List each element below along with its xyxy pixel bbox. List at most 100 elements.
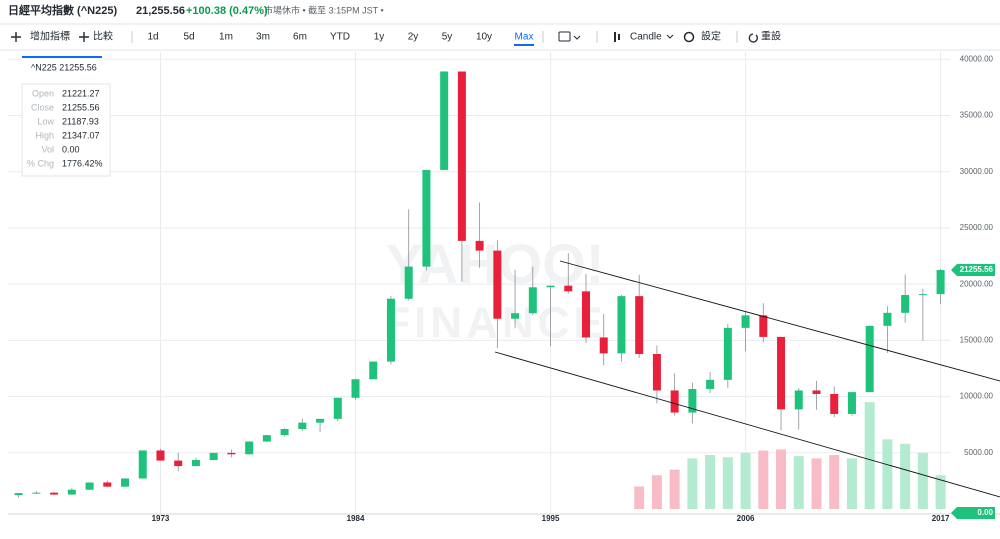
volume-bar (687, 458, 698, 509)
volume-bar (793, 456, 804, 509)
candle-body (918, 294, 927, 296)
market-status: 市場休市 • 截至 3:15PM JST • (264, 4, 384, 15)
compare-button[interactable]: 比較 (93, 30, 113, 43)
candle-body (617, 296, 626, 354)
candle-body (582, 291, 591, 338)
range-button[interactable]: 1y (374, 32, 385, 43)
candle-body (440, 71, 449, 170)
tooltip-label: Low (37, 116, 54, 126)
candle-body (723, 327, 732, 380)
volume-bar (829, 455, 840, 509)
candle-body (103, 482, 112, 487)
range-button[interactable]: 6m (293, 32, 307, 43)
range-button[interactable]: 1m (219, 32, 233, 43)
range-button[interactable]: YTD (330, 32, 350, 43)
price-badge-label: 21255.56 (960, 265, 994, 274)
candle-body (847, 392, 856, 414)
chevron (573, 35, 581, 40)
candle-body (936, 270, 945, 295)
range-button[interactable]: 5y (442, 32, 453, 43)
volume-bar (935, 475, 946, 509)
plus-icon (79, 32, 89, 42)
trend-line (494, 351, 1000, 498)
candle-body (245, 441, 254, 455)
quote-title: 日經平均指數 (^N225) (8, 3, 117, 17)
y-tick-label: 10000.00 (960, 392, 994, 401)
candle-icon (614, 32, 620, 42)
candle-body (280, 428, 289, 436)
candle-body (138, 450, 147, 479)
y-tick-label: 35000.00 (960, 111, 994, 120)
range-button[interactable]: 2y (408, 32, 419, 43)
x-tick-label: 1973 (152, 514, 170, 523)
candle-body (227, 452, 236, 455)
candle-body (741, 315, 750, 328)
calendar-icon[interactable] (558, 31, 571, 42)
volume-bar (846, 458, 857, 509)
candle-body (457, 71, 466, 241)
volume-bar (882, 439, 893, 509)
plot: 5000.00 10000.00 15000.00 20000.00 25000.00 3… (8, 52, 1000, 523)
tooltip-value: 21347.07 (62, 130, 100, 140)
candle-body (404, 266, 413, 299)
candle-body (316, 418, 325, 423)
candle-body (351, 379, 360, 398)
candle-body (528, 287, 537, 314)
x-tick-label: 1984 (347, 514, 365, 523)
reset-button[interactable]: 重設 (761, 30, 781, 43)
settings-button[interactable]: 設定 (701, 30, 721, 43)
chart-type-button[interactable]: Candle (630, 32, 662, 43)
volume-bar (740, 452, 751, 509)
candle-body (670, 390, 679, 413)
candle-body (777, 336, 786, 410)
candle-body (85, 482, 94, 490)
candle-body (298, 422, 307, 429)
volume-bar (705, 455, 716, 509)
candle-body (901, 295, 910, 313)
settings-icon (683, 31, 695, 43)
watermark: FINANCE (383, 299, 607, 348)
tooltip-label: % Chg (27, 158, 54, 168)
tooltip-value: 0.00 (62, 144, 80, 154)
tooltip-box (21, 83, 111, 177)
add-indicator-button[interactable]: 增加指標 (30, 30, 70, 43)
volume-bar (758, 450, 769, 509)
trend-lines (494, 260, 1000, 498)
candle-body (333, 397, 342, 419)
tooltip-value: 21255.56 (62, 102, 100, 112)
candle-body (564, 285, 573, 292)
candle-body (759, 315, 768, 337)
candle-body (369, 361, 378, 380)
x-tick-label: 2017 (932, 514, 950, 523)
candle-body (599, 337, 608, 354)
reset-icon (748, 33, 758, 43)
x-tick-label: 1995 (542, 514, 560, 523)
volume-bar (917, 452, 928, 509)
toolbar-area: 日經平均指數 (^N225) 21,255.56 +100.38 (0.47%)… (0, 3, 1000, 51)
candle-body (50, 492, 59, 495)
candle-body (386, 298, 395, 362)
candle-body (493, 250, 502, 319)
tooltip-value: 21187.93 (62, 116, 99, 126)
tooltip-tab (22, 59, 104, 74)
tooltip: ^N225 21255.56 Open 21221.27 Close 21255.56… (21, 56, 111, 177)
chevron (666, 34, 674, 39)
tooltip-title: ^N225 21255.56 (31, 62, 97, 72)
range-button[interactable]: 3m (256, 32, 270, 43)
range-button[interactable]: 10y (476, 32, 492, 43)
volume-bar (669, 469, 680, 509)
trend-line (559, 260, 1000, 382)
volume-bar (864, 402, 875, 509)
y-tick-label: 25000.00 (960, 223, 994, 232)
tooltip-label: Vol (41, 144, 54, 154)
tooltip-value: 1776.42% (62, 158, 103, 168)
range-button[interactable]: 1d (147, 32, 158, 43)
range-button[interactable]: Max (515, 32, 534, 43)
candle-body (511, 313, 520, 319)
volume-bar (811, 458, 822, 509)
range-button[interactable]: 5d (183, 32, 194, 43)
y-tick-label: 5000.00 (964, 448, 993, 457)
volume-bar (651, 475, 662, 509)
